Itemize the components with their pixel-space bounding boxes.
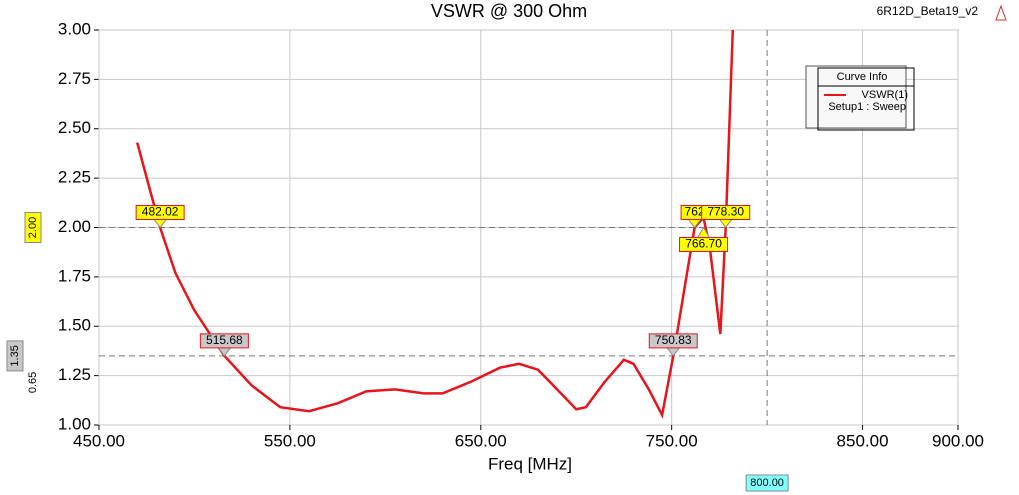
reference-label: 800.00 xyxy=(750,477,784,489)
y-tick-label: 1.50 xyxy=(58,316,91,335)
marker-label: 766.70 xyxy=(685,237,722,251)
reference-label-box xyxy=(745,474,789,492)
legend-entry: VSWR(1) xyxy=(862,89,908,101)
y-tick-label: 1.25 xyxy=(58,365,91,384)
reference-label: 2.00 xyxy=(27,217,39,238)
marker-label: 750.83 xyxy=(655,333,692,347)
chart-title: VSWR @ 300 Ohm xyxy=(431,1,587,21)
marker-label-box xyxy=(648,333,698,349)
marker-label: 515.68 xyxy=(206,333,243,347)
delta-label: 0.65 xyxy=(27,372,39,393)
marker-label: 778.30 xyxy=(707,205,744,219)
legend-title: Curve Info xyxy=(837,71,888,83)
marker-label: 482.02 xyxy=(142,205,179,219)
legend-box xyxy=(805,65,907,129)
y-tick-label: 2.00 xyxy=(58,217,91,236)
legend-frame xyxy=(817,67,915,131)
y-tick-label: 2.75 xyxy=(58,69,91,88)
x-tick-label: 900.00 xyxy=(932,431,984,450)
marker-label-box xyxy=(701,205,751,220)
x-tick-label: 550.00 xyxy=(264,431,316,450)
y-tick-label: 2.50 xyxy=(58,118,91,137)
y-tick-label: 1.00 xyxy=(58,414,91,433)
y-tick-label: 1.75 xyxy=(58,266,91,285)
x-tick-label: 450.00 xyxy=(73,431,125,450)
reference-label-box xyxy=(24,212,42,243)
marker-label-box xyxy=(199,333,249,349)
reference-label-box xyxy=(6,340,24,372)
design-name: 6R12D_Beta19_v2 xyxy=(877,4,979,18)
y-tick-label: 3.00 xyxy=(58,19,91,38)
legend: Curve Info VSWR(1) Setup1 : Sweep xyxy=(805,65,915,131)
x-tick-label: 750.00 xyxy=(646,431,698,450)
marker-label: 762 xyxy=(685,205,705,219)
x-tick-label: 850.00 xyxy=(837,431,889,450)
marker-label-box xyxy=(135,205,185,220)
marker-label-box xyxy=(679,237,729,252)
y-tick-label: 2.25 xyxy=(58,168,91,187)
legend-setup: Setup1 : Sweep xyxy=(828,101,906,113)
reference-label: 1.35 xyxy=(9,345,21,366)
logo-icon xyxy=(995,4,1007,21)
x-tick-label: 650.00 xyxy=(455,431,507,450)
x-axis-label: Freq [MHz] xyxy=(488,454,572,473)
